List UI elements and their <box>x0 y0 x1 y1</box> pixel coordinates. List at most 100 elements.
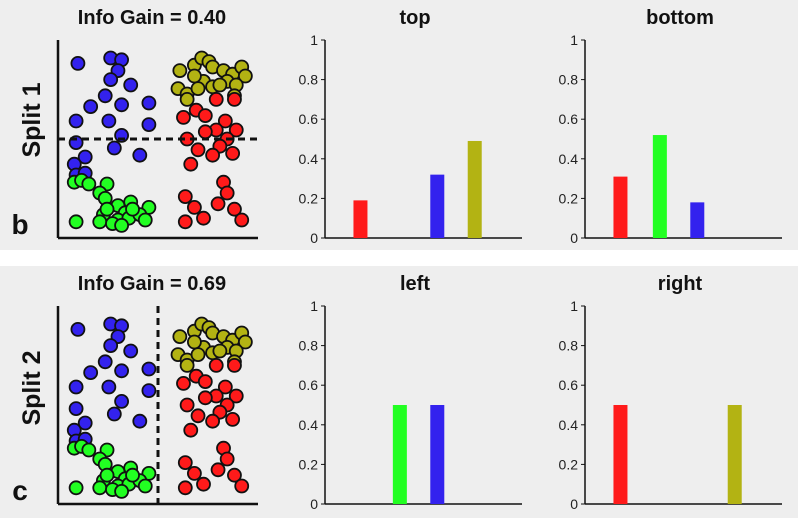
y-tick-label: 0.8 <box>299 338 319 354</box>
point-green <box>125 201 140 217</box>
point-blue <box>141 117 157 132</box>
point-olive <box>179 92 195 107</box>
point-red <box>186 465 202 481</box>
bar-olive <box>467 140 482 238</box>
point-red <box>197 124 213 140</box>
point-blue <box>123 343 139 359</box>
point-red <box>196 476 211 492</box>
point-blue <box>77 149 93 165</box>
point-blue <box>141 95 157 111</box>
point-green <box>92 480 108 496</box>
bar-olive <box>727 405 742 504</box>
point-blue <box>97 354 113 370</box>
bar-chart-top: 0 0.2 0.4 0.6 0.8 1 <box>299 32 522 246</box>
bar-blue <box>430 174 445 238</box>
point-red <box>219 185 235 201</box>
y-tick-label: 0.2 <box>299 456 319 472</box>
row-label-split-1: Split 1 <box>18 82 46 157</box>
point-olive <box>172 329 188 345</box>
point-olive <box>212 343 228 359</box>
point-olive <box>186 68 202 84</box>
point-red <box>183 156 199 172</box>
point-red <box>177 214 193 230</box>
y-tick-label: 0.4 <box>559 417 579 433</box>
y-tick-label: 0 <box>570 230 578 246</box>
point-red <box>177 480 193 496</box>
point-red <box>177 455 193 471</box>
y-tick-label: 0.6 <box>299 111 319 127</box>
y-tick-label: 0.8 <box>559 338 579 354</box>
point-red <box>227 357 242 373</box>
point-blue <box>132 413 148 429</box>
point-red <box>197 108 213 123</box>
y-tick-label: 0.2 <box>299 190 319 206</box>
point-green <box>125 467 140 483</box>
point-blue <box>114 97 129 113</box>
bar-chart-bottom: 0 0.2 0.4 0.6 0.8 1 <box>559 32 782 246</box>
point-blue <box>77 415 93 431</box>
point-blue <box>103 72 119 87</box>
bar-red <box>613 176 628 238</box>
point-red <box>228 388 244 404</box>
point-green <box>68 480 84 496</box>
point-blue <box>106 406 122 422</box>
point-red <box>177 189 193 205</box>
y-tick-label: 0.6 <box>299 377 319 393</box>
point-blue <box>83 99 99 114</box>
point-olive <box>179 357 195 373</box>
point-red <box>210 462 226 478</box>
point-blue <box>68 379 84 395</box>
y-tick-label: 0.6 <box>559 111 579 127</box>
point-blue <box>101 379 117 395</box>
point-green <box>137 212 153 228</box>
chart-title-bottom: bottom <box>646 7 714 29</box>
point-red <box>197 374 213 390</box>
point-blue <box>83 365 99 381</box>
y-tick-label: 0.8 <box>559 72 579 88</box>
bar-green <box>392 405 407 504</box>
panel-letter-c: c <box>12 475 28 506</box>
point-red <box>234 212 250 228</box>
row-label-split-2: Split 2 <box>18 350 46 425</box>
panel-letter-b: b <box>11 209 28 240</box>
bar-blue <box>430 405 445 504</box>
bar-chart-right: 0 0.2 0.4 0.6 0.8 1 <box>559 298 782 512</box>
point-blue <box>103 338 119 354</box>
point-red <box>234 478 250 494</box>
point-red <box>227 467 242 483</box>
bar-red <box>613 405 628 504</box>
bar-blue <box>690 202 705 238</box>
y-tick-label: 0.2 <box>559 456 579 472</box>
point-red <box>227 201 242 217</box>
point-olive <box>190 347 206 363</box>
y-tick-label: 0.4 <box>559 151 579 167</box>
point-red <box>225 145 241 161</box>
info-gain-title-row-2: Info Gain = 0.69 <box>78 273 226 295</box>
bar-green <box>652 135 667 238</box>
point-blue <box>132 147 148 163</box>
y-tick-label: 0 <box>570 496 578 512</box>
bar-chart-left: 0 0.2 0.4 0.6 0.8 1 <box>299 298 522 512</box>
point-red <box>197 390 213 406</box>
point-blue <box>68 401 84 417</box>
info-gain-title-row-1: Info Gain = 0.40 <box>78 7 226 29</box>
point-olive <box>172 63 188 78</box>
point-red <box>179 397 195 413</box>
y-tick-label: 0 <box>310 496 318 512</box>
y-tick-label: 1 <box>310 32 318 48</box>
chart-title-top: top <box>399 7 430 29</box>
point-red <box>228 122 244 138</box>
point-green <box>114 483 129 499</box>
point-red <box>208 92 224 107</box>
y-tick-label: 1 <box>570 32 578 48</box>
point-green <box>68 214 84 230</box>
point-blue <box>97 88 113 104</box>
y-tick-label: 1 <box>310 298 318 314</box>
point-olive <box>237 68 253 84</box>
point-red <box>205 413 221 429</box>
point-red <box>196 210 211 226</box>
point-blue <box>70 321 86 337</box>
point-red <box>219 451 235 467</box>
point-red <box>183 422 199 438</box>
point-red <box>225 411 241 427</box>
